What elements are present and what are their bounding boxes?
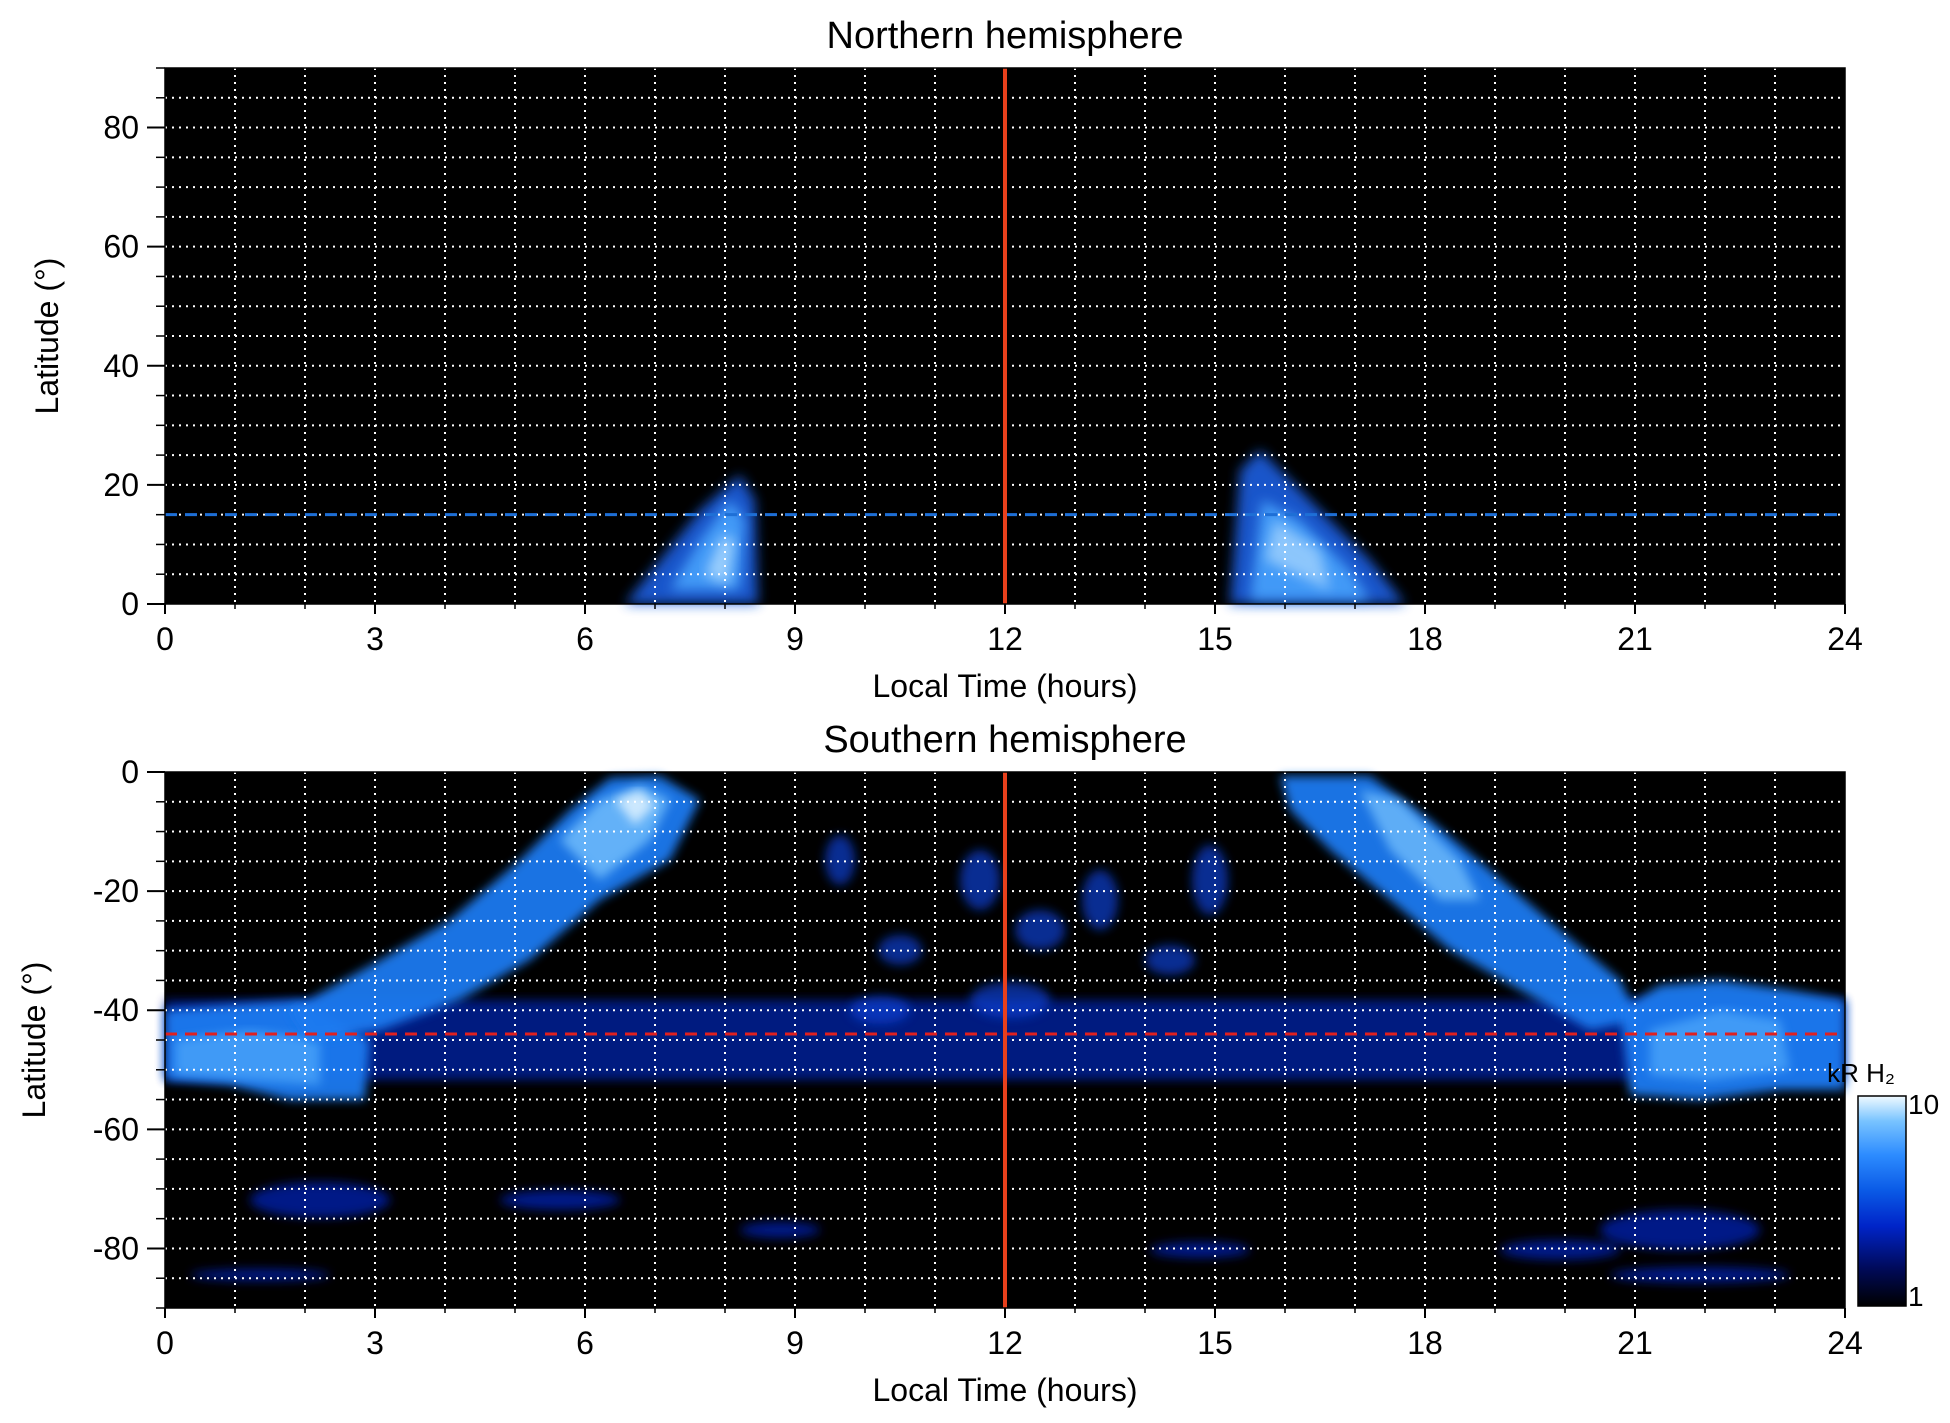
colorbar-label: kR H₂ xyxy=(1827,1058,1895,1088)
north-y-tick-label: 20 xyxy=(103,467,139,503)
south-dusk-oval-core xyxy=(1650,1010,1790,1080)
south-title: Southern hemisphere xyxy=(823,719,1186,761)
north-x-tick-label: 18 xyxy=(1407,621,1443,657)
south-y-tick-label: -40 xyxy=(93,992,139,1028)
north-x-tick-label: 6 xyxy=(576,621,594,657)
north-x-tick-label: 9 xyxy=(786,621,804,657)
northern-hemisphere-panel: Northern hemisphere 0 3 6 9 12 15 18 21 24 0 20 40 6… xyxy=(29,15,1863,704)
south-dawn-ridge-peak xyxy=(615,790,655,825)
north-emission-regions xyxy=(625,450,1405,604)
south-x-tick-label: 24 xyxy=(1827,1325,1863,1361)
north-title: Northern hemisphere xyxy=(827,15,1184,57)
north-axes: 0 3 6 9 12 15 18 21 24 0 20 40 60 80 xyxy=(103,67,1863,657)
south-x-tick-label: 3 xyxy=(366,1325,384,1361)
north-y-tick-label: 40 xyxy=(103,348,139,384)
south-y-tick-label: -60 xyxy=(93,1111,139,1147)
south-polar-patches xyxy=(190,1182,1790,1283)
south-y-tick-label: -20 xyxy=(93,873,139,909)
south-axes: 0 3 6 9 12 15 18 21 24 0 -20 -40 -60 -80 xyxy=(93,754,1863,1361)
north-dawn-aurora-peak xyxy=(705,535,735,585)
north-y-axis-label: Latitude (°) xyxy=(29,258,65,415)
south-x-tick-label: 0 xyxy=(156,1325,174,1361)
south-x-tick-label: 15 xyxy=(1197,1325,1233,1361)
south-dusk-ridge xyxy=(1280,776,1640,1030)
south-dawn-oval-core xyxy=(175,1030,320,1085)
north-y-tick-label: 0 xyxy=(121,586,139,622)
south-x-tick-label: 6 xyxy=(576,1325,594,1361)
south-dusk-ridge-core xyxy=(1360,790,1480,900)
north-x-tick-label: 3 xyxy=(366,621,384,657)
south-x-axis-label: Local Time (hours) xyxy=(873,1372,1138,1408)
north-y-tick-label: 60 xyxy=(103,229,139,265)
south-x-tick-label: 12 xyxy=(987,1325,1023,1361)
south-y-tick-label: -80 xyxy=(93,1230,139,1266)
south-x-tick-label: 18 xyxy=(1407,1325,1443,1361)
south-x-tick-label: 21 xyxy=(1617,1325,1653,1361)
north-x-axis-label: Local Time (hours) xyxy=(873,668,1138,704)
north-x-tick-label: 15 xyxy=(1197,621,1233,657)
south-y-tick-label: 0 xyxy=(121,754,139,790)
north-dusk-aurora-peak xyxy=(1265,520,1330,590)
north-y-tick-label: 80 xyxy=(103,110,139,146)
south-x-tick-label: 9 xyxy=(786,1325,804,1361)
north-x-tick-label: 21 xyxy=(1617,621,1653,657)
north-x-tick-label: 24 xyxy=(1827,621,1863,657)
southern-hemisphere-panel: Southern hemisphere xyxy=(16,719,1863,1408)
north-x-tick-label: 0 xyxy=(156,621,174,657)
colorbar-max-label: 10 xyxy=(1908,1089,1939,1120)
north-x-tick-label: 12 xyxy=(987,621,1023,657)
colorbar: kR H₂ 10 1 xyxy=(1827,1058,1939,1312)
colorbar-min-label: 1 xyxy=(1908,1281,1924,1312)
colorbar-gradient xyxy=(1857,1095,1907,1307)
south-y-axis-label: Latitude (°) xyxy=(16,962,52,1119)
